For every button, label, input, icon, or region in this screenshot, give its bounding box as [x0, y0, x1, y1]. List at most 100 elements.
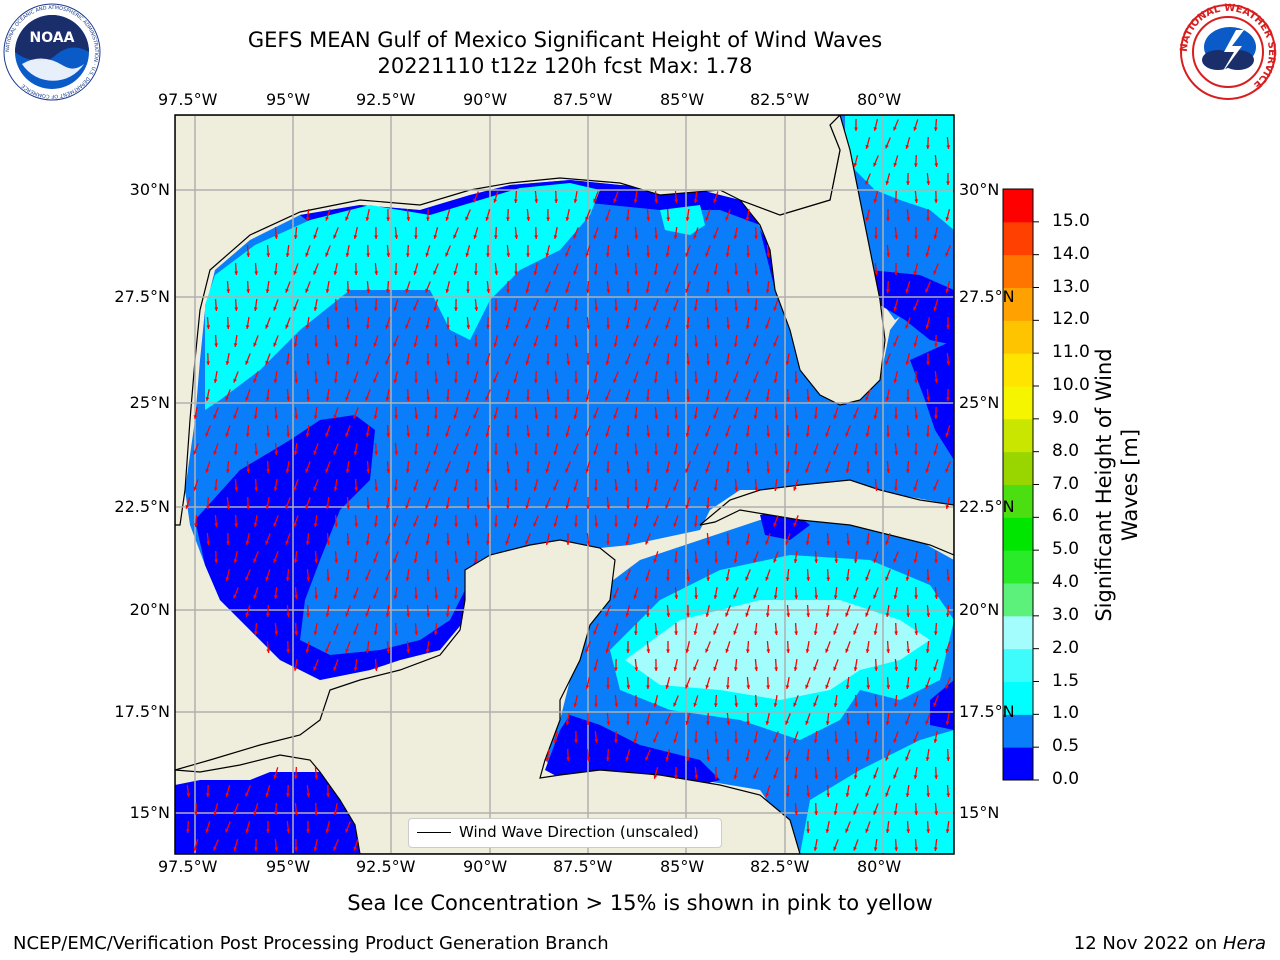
wind-arrow-head — [886, 253, 891, 257]
wind-arrow-head — [633, 631, 638, 635]
wind-arrow-head — [333, 271, 338, 275]
wind-arrow-head — [573, 270, 578, 275]
wind-arrow-head — [865, 144, 870, 149]
wind-arrow-head — [813, 631, 818, 635]
wind-arrow-head — [485, 216, 490, 221]
wind-arrow-head — [734, 739, 739, 743]
wind-arrow-head — [393, 522, 398, 527]
wind-arrow-head — [794, 379, 799, 383]
wind-arrow-head — [785, 685, 790, 689]
wind-arrow-head — [925, 757, 930, 761]
wind-arrow-head — [934, 775, 939, 779]
wind-arrow-head — [445, 252, 449, 257]
wind-arrow-head — [746, 685, 751, 689]
wind-arrow-head — [554, 199, 559, 203]
wind-arrow-head — [365, 396, 369, 401]
wind-arrow-head — [373, 631, 378, 635]
wind-arrow-head — [426, 397, 431, 401]
wind-arrow-head — [853, 162, 858, 167]
wind-arrow-head — [934, 811, 939, 815]
wind-arrow-head — [605, 432, 610, 437]
wind-arrow-head — [753, 774, 757, 779]
wind-arrow-head — [605, 216, 610, 221]
wind-arrow-head — [293, 306, 297, 311]
wind-arrow-head — [705, 216, 709, 221]
lon-tick-bottom: 92.5°W — [356, 857, 416, 876]
wind-arrow-head — [906, 253, 910, 257]
colorbar-tick-label: 13.0 — [1052, 276, 1090, 297]
colorbar-frame — [1002, 188, 1034, 781]
wind-arrow-head — [313, 847, 318, 851]
wind-arrow-head — [465, 469, 470, 473]
wind-arrow-head — [414, 415, 419, 419]
wind-arrow-head — [453, 270, 458, 275]
atlantic-cyan — [845, 115, 954, 230]
wind-arrow-head — [913, 270, 918, 275]
wind-arrow-head — [253, 523, 258, 527]
colorbar-tick-label: 15.0 — [1052, 210, 1090, 231]
wind-arrow-head — [914, 847, 919, 851]
wind-arrow-head — [894, 235, 899, 239]
wind-arrow-head — [545, 324, 550, 329]
wind-arrow-head — [254, 847, 258, 851]
wind-arrow-head — [945, 721, 950, 725]
wind-arrow-head — [634, 703, 638, 707]
wind-arrow-head — [265, 540, 269, 545]
wind-arrow-head — [313, 631, 318, 635]
wind-arrow-head — [313, 486, 317, 491]
wind-arrow-head — [725, 361, 730, 365]
wind-arrow-head — [606, 721, 611, 725]
colorbar-tick-label: 6.0 — [1052, 506, 1080, 527]
wind-arrow-head — [865, 757, 870, 761]
wind-arrow-head — [605, 648, 610, 653]
wind-arrow-head — [534, 235, 539, 239]
wind-arrow-head — [333, 487, 338, 491]
wind-arrow-head — [885, 289, 890, 293]
wind-arrow-head — [274, 451, 279, 455]
wind-arrow-head — [566, 757, 571, 761]
wind-arrow-head — [653, 558, 658, 563]
wind-arrow-head — [933, 234, 938, 239]
wind-arrow-head — [673, 486, 677, 491]
wind-arrow-head — [693, 450, 697, 455]
map-legend: Wind Wave Direction (unscaled) — [408, 818, 722, 848]
wind-arrow-head — [293, 522, 297, 527]
wind-arrow-head — [345, 253, 350, 257]
wind-arrow-head — [746, 721, 750, 725]
wind-arrow-head — [626, 649, 630, 653]
wind-arrow-head — [226, 505, 231, 509]
colorbar-tick-label: 11.0 — [1052, 342, 1090, 363]
wind-arrow-head — [506, 433, 510, 437]
colorbar-tick-label: 14.0 — [1052, 243, 1090, 264]
wind-arrow-head — [366, 505, 371, 509]
wind-arrow-head — [273, 774, 278, 779]
lat-tick-left: 22.5°N — [114, 497, 170, 516]
wind-arrow-head — [245, 325, 250, 329]
wind-arrow-head — [845, 685, 850, 689]
wind-arrow-head — [405, 324, 409, 329]
wind-arrow-head — [814, 559, 819, 563]
wind-arrow-head — [405, 288, 410, 293]
wind-arrow-head — [774, 451, 779, 455]
wind-arrow-head — [934, 199, 938, 203]
wind-arrow-head — [625, 433, 630, 437]
wind-arrow-head — [553, 522, 558, 527]
wind-arrow-head — [433, 450, 438, 455]
wind-arrow-head — [785, 540, 789, 545]
wind-arrow-head — [713, 595, 718, 599]
wind-arrow-head — [554, 415, 558, 419]
wind-arrow-head — [305, 288, 309, 293]
wind-arrow-head — [533, 342, 538, 347]
wind-arrow-head — [833, 630, 837, 635]
lat-tick-left: 20°N — [129, 600, 170, 619]
wind-arrow-head — [346, 505, 351, 509]
wind-arrow-head — [606, 289, 611, 293]
wind-arrow-head — [873, 631, 878, 635]
wind-arrow-head — [333, 414, 337, 419]
lon-tick-top: 80°W — [857, 90, 902, 109]
wind-arrow-head — [793, 738, 797, 743]
wind-arrow-head — [885, 756, 889, 761]
wind-arrow-head — [445, 216, 450, 221]
wind-arrow-head — [893, 342, 897, 347]
wind-arrow-head — [933, 270, 937, 275]
